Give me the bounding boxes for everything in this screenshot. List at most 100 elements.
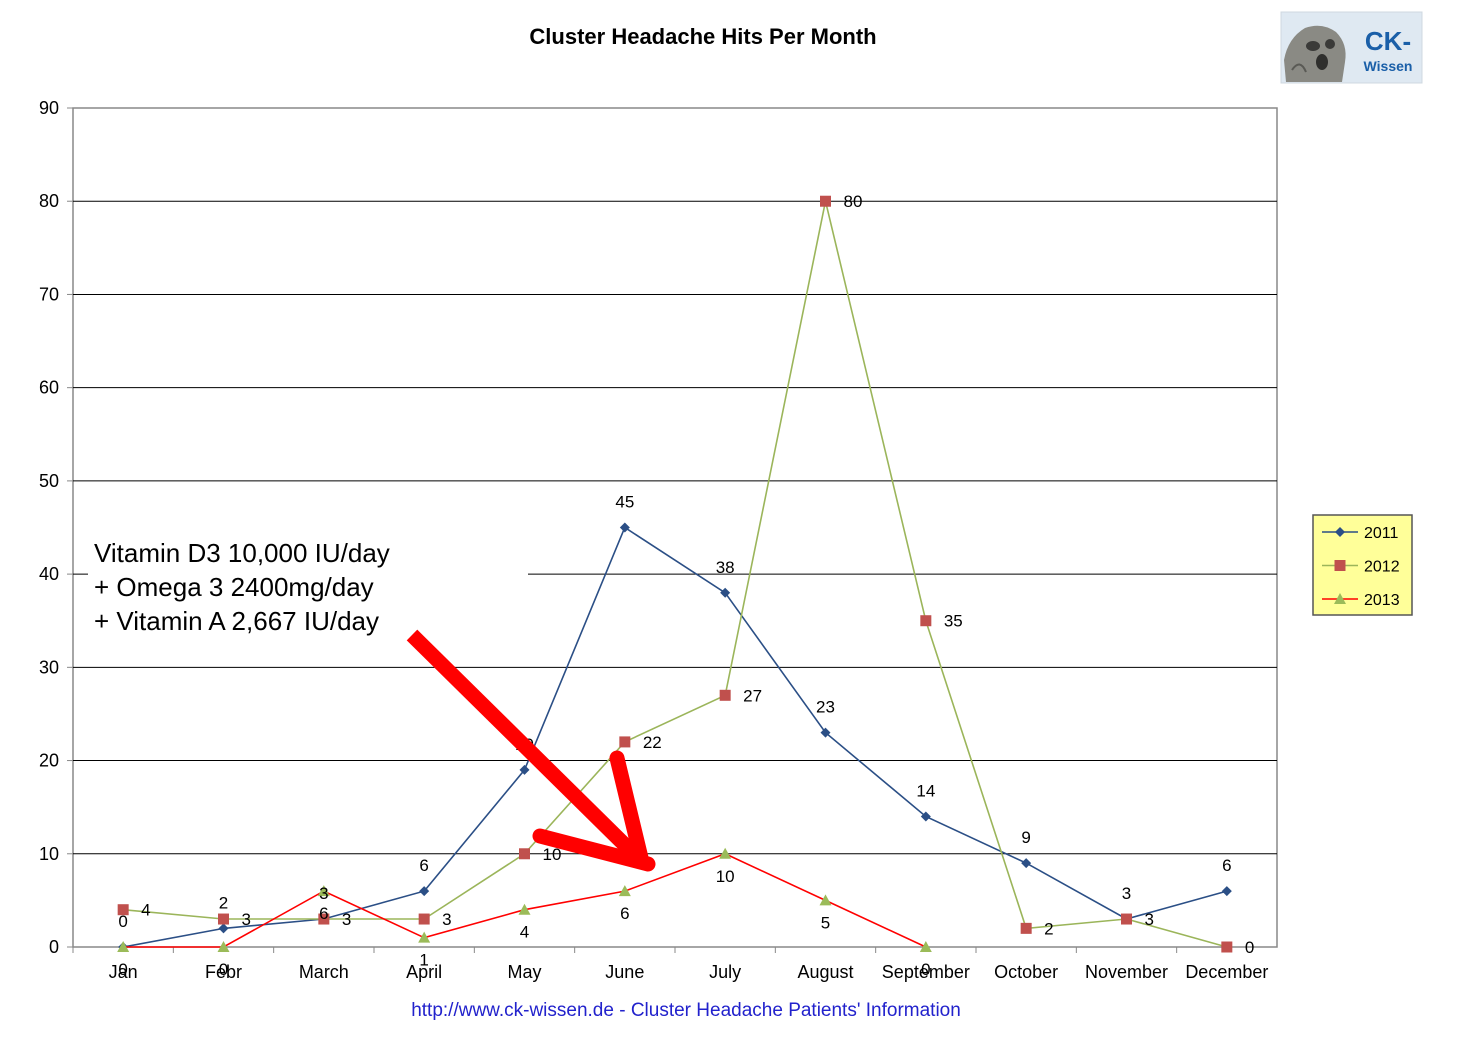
footer-link[interactable]: http://www.ck-wissen.de - Cluster Headac… bbox=[411, 1000, 961, 1021]
data-point-2012 bbox=[418, 913, 430, 925]
data-label-2011: 6 bbox=[419, 856, 428, 875]
data-point-2011 bbox=[1221, 886, 1232, 897]
data-label-2012: 80 bbox=[844, 192, 863, 211]
legend: 2011 2012 2013 bbox=[1312, 514, 1413, 616]
legend-label: 2011 bbox=[1364, 525, 1399, 542]
legend-label: 2012 bbox=[1364, 559, 1400, 576]
annotation-line-3: + Vitamin A 2,667 IU/day bbox=[94, 606, 379, 636]
data-point-2012 bbox=[318, 913, 330, 925]
data-label-2011: 14 bbox=[916, 781, 935, 800]
data-label-2012: 3 bbox=[442, 910, 451, 929]
data-label-2012: 2 bbox=[1044, 919, 1053, 938]
data-point-2012 bbox=[1020, 922, 1032, 934]
legend-item-2012: 2012 bbox=[1322, 559, 1400, 576]
data-point-2012 bbox=[218, 913, 229, 925]
x-tick-label: Jan bbox=[109, 962, 138, 982]
data-label-2012: 35 bbox=[944, 612, 963, 631]
logo-line1: CK- bbox=[1365, 26, 1411, 56]
x-tick-label: June bbox=[605, 962, 644, 982]
annotation-box bbox=[88, 532, 528, 632]
annotation-line-2: + Omega 3 2400mg/day bbox=[94, 572, 374, 602]
data-point-2012 bbox=[619, 736, 631, 748]
data-point-2012 bbox=[920, 615, 932, 627]
data-point-2013 bbox=[117, 941, 130, 952]
data-label-2013: 6 bbox=[620, 904, 629, 923]
data-point-2012 bbox=[719, 689, 731, 701]
data-label-2013: 0 bbox=[118, 960, 127, 979]
x-tick-label: July bbox=[709, 962, 741, 982]
data-label-2011: 3 bbox=[1122, 884, 1131, 903]
data-point-2011 bbox=[720, 587, 731, 598]
logo-line2: Wissen bbox=[1364, 58, 1413, 74]
y-tick-label: 10 bbox=[39, 844, 59, 864]
data-label-2013: 0 bbox=[921, 960, 930, 979]
y-tick-label: 0 bbox=[49, 937, 59, 957]
chart-title: Cluster Headache Hits Per Month bbox=[529, 24, 876, 49]
data-point-2013 bbox=[919, 941, 932, 952]
y-tick-label: 70 bbox=[39, 284, 59, 304]
series-line-2011 bbox=[123, 526, 1228, 948]
data-label-2013: 10 bbox=[716, 867, 735, 886]
x-tick-label: October bbox=[994, 962, 1058, 982]
data-point-2011 bbox=[619, 522, 630, 533]
legend-marker bbox=[1335, 527, 1345, 537]
data-point-2013 bbox=[317, 885, 330, 897]
data-point-2012 bbox=[117, 904, 129, 916]
data-point-2012 bbox=[820, 195, 831, 207]
data-label-2011: 45 bbox=[615, 493, 634, 512]
data-point-2013 bbox=[518, 903, 531, 915]
legend-item-2013: 2013 bbox=[1322, 592, 1400, 609]
data-point-2011 bbox=[820, 727, 831, 738]
data-point-2011 bbox=[519, 764, 530, 775]
data-label-2011: 23 bbox=[816, 698, 835, 717]
x-tick-label: April bbox=[406, 962, 442, 982]
data-label-2013: 5 bbox=[821, 913, 830, 932]
y-tick-label: 90 bbox=[39, 98, 59, 118]
data-point-2013 bbox=[418, 931, 431, 943]
legend-label: 2013 bbox=[1364, 592, 1400, 609]
data-label-2012: 4 bbox=[141, 901, 150, 920]
data-label-2012: 22 bbox=[643, 733, 662, 752]
data-label-2012: 0 bbox=[1245, 938, 1254, 957]
plot-area bbox=[72, 107, 1278, 948]
data-point-2013 bbox=[819, 894, 832, 906]
series-line-2012 bbox=[123, 201, 1228, 948]
ck-wissen-logo: CK- Wissen bbox=[1280, 11, 1423, 84]
series-2012 bbox=[117, 195, 1233, 953]
data-point-2013 bbox=[719, 847, 732, 859]
data-point-2012 bbox=[1121, 913, 1132, 925]
y-tick-label: 40 bbox=[39, 564, 59, 584]
data-label-2012: 3 bbox=[1145, 910, 1154, 929]
y-tick-label: 30 bbox=[39, 657, 59, 677]
data-label-2011: 38 bbox=[716, 558, 735, 577]
data-label-2013: 6 bbox=[319, 904, 328, 923]
data-label-2012: 3 bbox=[342, 910, 351, 929]
data-point-2012 bbox=[519, 848, 530, 860]
data-point-2011 bbox=[419, 886, 430, 897]
data-point-2011 bbox=[218, 923, 229, 934]
x-tick-label: Febr bbox=[205, 962, 242, 982]
data-label-2011: 0 bbox=[118, 912, 127, 931]
data-point-2013 bbox=[618, 885, 631, 897]
x-tick-label: March bbox=[299, 962, 349, 982]
annotation-arrow bbox=[406, 629, 656, 872]
data-label-2013: 1 bbox=[419, 951, 428, 970]
data-label-2013: 4 bbox=[520, 923, 529, 942]
data-point-2011 bbox=[1021, 858, 1032, 869]
data-label-2011: 3 bbox=[319, 884, 328, 903]
y-tick-label: 80 bbox=[39, 191, 59, 211]
stone-head-icon bbox=[1284, 25, 1346, 82]
data-label-2011: 6 bbox=[1222, 856, 1231, 875]
data-point-2013 bbox=[217, 941, 230, 952]
annotation-line-1: Vitamin D3 10,000 IU/day bbox=[94, 538, 390, 568]
data-label-2013: 0 bbox=[219, 960, 228, 979]
series-2013 bbox=[117, 847, 932, 952]
x-tick-label: November bbox=[1085, 962, 1168, 982]
data-label-2012: 27 bbox=[743, 686, 762, 705]
data-label-2011: 2 bbox=[219, 893, 228, 912]
x-tick-label: May bbox=[507, 962, 541, 982]
legend-marker bbox=[1334, 593, 1346, 604]
legend-marker bbox=[1334, 560, 1346, 571]
y-tick-label: 50 bbox=[39, 471, 59, 491]
